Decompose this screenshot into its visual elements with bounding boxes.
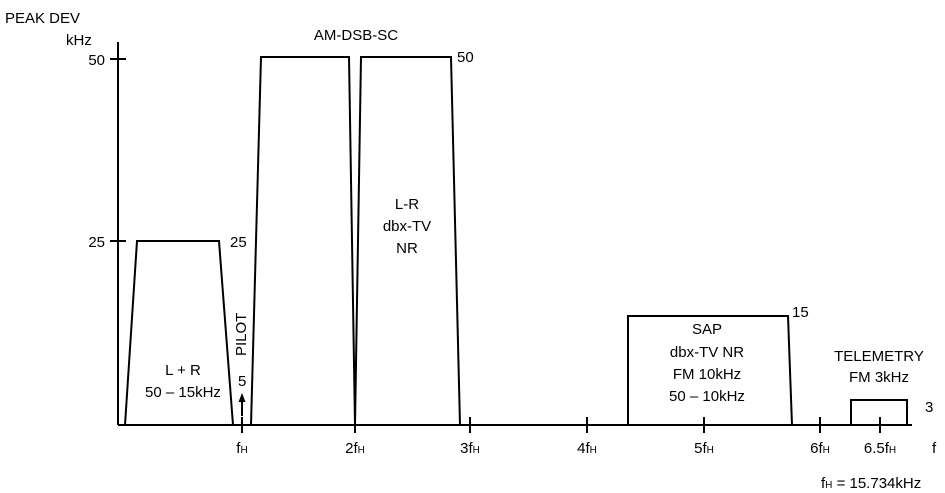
fh-definition: fH = 15.734kHz (821, 475, 921, 492)
sap-band (627, 315, 793, 426)
lr-diff-line1: L-R (395, 196, 419, 213)
sap-line3: FM 10kHz (673, 366, 741, 383)
pilot-arrow-head (238, 393, 246, 402)
x-tick-label-2fh: 2fH (345, 440, 365, 457)
y-axis-title-line1: PEAK DEV (5, 10, 80, 27)
sap-line1: SAP (692, 321, 722, 338)
x-tick-label-3fh: 3fH (460, 440, 480, 457)
sap-line2: dbx-TV NR (670, 344, 744, 361)
x-tick-label-6fh: 6fH (810, 440, 830, 457)
sap-line4: 50 – 10kHz (669, 388, 745, 405)
lr-sum-line1: L + R (165, 362, 201, 379)
x-tick-label-fh: fH (236, 440, 247, 457)
pilot-label: PILOT (233, 313, 250, 356)
pilot-value: 5 (238, 373, 246, 390)
x-tick-label-4fh: 4fH (577, 440, 597, 457)
telemetry-line1: TELEMETRY (834, 348, 924, 365)
lr-diff-band (250, 56, 461, 426)
lr-diff-peak-label: 50 (457, 49, 474, 66)
am-dsb-sc-title: AM-DSB-SC (314, 27, 398, 44)
y-axis-title-line2: kHz (66, 32, 92, 49)
telemetry-peak-label: 3 (925, 399, 933, 416)
lr-diff-line2: dbx-TV (383, 218, 431, 235)
telemetry-line2: FM 3kHz (849, 369, 909, 386)
sap-peak-label: 15 (792, 304, 809, 321)
telemetry-band (850, 399, 908, 425)
y-tick-label-25: 25 (88, 234, 105, 251)
x-axis-label: f (932, 440, 937, 457)
lr-diff-line3: NR (396, 240, 418, 257)
lr-sum-line2: 50 – 15kHz (145, 384, 221, 401)
x-tick-label-6-5fh: 6.5fH (864, 440, 896, 457)
x-tick-label-5fh: 5fH (694, 440, 714, 457)
y-tick-label-50: 50 (88, 52, 105, 69)
lr-sum-peak-label: 25 (230, 234, 247, 251)
lr-sum-band (124, 240, 234, 426)
